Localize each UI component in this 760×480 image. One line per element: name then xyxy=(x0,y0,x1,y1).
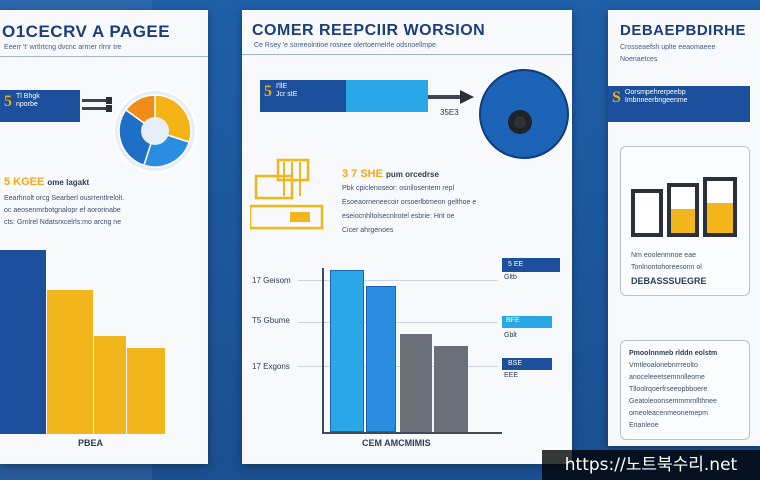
chart-bar xyxy=(47,290,93,434)
card-text: omeoleacenmeonemepm xyxy=(629,410,708,417)
building-icon xyxy=(250,158,324,230)
headline-text: ome lagakt xyxy=(47,178,90,187)
card-heading: DEBASSSUEGRE xyxy=(631,276,707,286)
gridline xyxy=(298,322,498,323)
panel-right: DEBAEPBDIRHE Crosseaefsh uplte eeaomaeee… xyxy=(608,10,760,446)
headline-highlight: 5 KGEE xyxy=(4,176,45,188)
tag-line: Imbnneerbngeenme xyxy=(624,97,688,104)
tag-line: Tl Bhgk xyxy=(16,93,40,100)
side-tag-note: Gltb xyxy=(504,274,517,281)
panel-right-subtitle: Noenaetces xyxy=(620,56,658,63)
chart-bar xyxy=(94,336,126,434)
info-card: Nm eoolenmnoe eae Tonlnontohoreesonn ol … xyxy=(620,146,750,296)
body-text: Cicer ahrgenoes xyxy=(342,227,394,234)
info-card: Pmoolnnmeb rlddn eolstm Vmtleoalonebnrrr… xyxy=(620,340,750,440)
headline-highlight: 3 7 SHE xyxy=(342,168,383,180)
tag-line: Oorsmpehrerpeebp xyxy=(624,89,686,96)
info-tag: 5 I'llE Jcr stE xyxy=(260,80,354,112)
chart-caption: CEM AMCMIMIS xyxy=(362,438,431,448)
card-text: Tlloolrqoerfrseeopbboere xyxy=(629,386,708,393)
watermark: https://노트북수리.net xyxy=(542,450,760,480)
gridline xyxy=(298,280,498,281)
chart-caption: PBEA xyxy=(78,438,104,448)
body-text: Pbk cpiclenoseor: osnilosentem repl xyxy=(342,185,455,192)
headline: 3 7 SHE pum orcedrse xyxy=(342,168,439,180)
headline-text: pum orcedrse xyxy=(386,170,439,179)
y-axis xyxy=(322,268,324,434)
tag-glyph: 5 xyxy=(4,93,12,110)
card-text: Geatoleoonsemmmrnllthnee xyxy=(629,398,717,405)
divider xyxy=(0,56,208,57)
panel-left-title: O1CECRV A PAGEE xyxy=(2,22,171,41)
info-tag: 5 Tl Bhgk nporbe xyxy=(0,90,80,122)
row-label: 17 Geisom xyxy=(252,276,291,285)
card-text: Vmtleoalonebnrrreolto xyxy=(629,362,698,369)
tag-glyph: S xyxy=(612,89,621,106)
divider xyxy=(242,54,572,55)
panel-middle-title: COMER REEPCIIR WORSION xyxy=(252,22,486,39)
body-text: oc aeosenmrbotgnalopr ef aororinabe xyxy=(4,207,121,214)
panel-right-title: DEBAEPBDIRHE xyxy=(620,22,747,39)
arrow-right-icon xyxy=(82,97,112,112)
side-tag-note: EEE xyxy=(504,372,519,379)
chart-bar xyxy=(434,346,468,432)
highlight-bar xyxy=(346,80,428,112)
side-tag: BFE xyxy=(506,317,520,324)
panel-middle-subtitle: Ce Rsey 'e soreeolntioe rosnee olertoern… xyxy=(254,42,436,49)
gridline xyxy=(298,366,498,367)
panel-middle: COMER REEPCIIR WORSION Ce Rsey 'e soreeo… xyxy=(242,10,572,464)
row-label: 17 Exgons xyxy=(252,362,290,371)
side-tag-bar xyxy=(502,316,552,328)
body-text: Eearhnolt orcg Searberl ousrrentlrelolt. xyxy=(4,195,125,202)
headline: 5 KGEE ome lagakt xyxy=(4,176,89,188)
panel-right-subtitle: Crosseaefsh uplte eeaomaeee xyxy=(620,44,716,51)
chart-bar xyxy=(127,348,165,434)
tag-line: I'llE xyxy=(276,83,288,90)
side-tag: 5 EE xyxy=(502,258,560,272)
bar-chart-icon xyxy=(631,177,737,237)
tag-line: nporbe xyxy=(16,101,38,108)
knob-icon xyxy=(479,69,569,159)
card-text: anoceleeetsemnnlleome xyxy=(629,374,705,381)
body-text: cts: Grnlrel Ndatsrxcelrls:mo arcng ne xyxy=(4,219,122,226)
chart-bar xyxy=(400,334,432,432)
info-tag: S Oorsmpehrerpeebp Imbnneerbngeenme xyxy=(608,86,750,122)
panel-left: O1CECRV A PAGEE Eeerr 't' wrtlrtcng dvcn… xyxy=(0,10,208,464)
row-label: T5 Gbume xyxy=(252,316,290,325)
chart-bar xyxy=(330,270,364,432)
tag-line: Jcr stE xyxy=(276,91,298,98)
card-text: Pmoolnnmeb rlddn eolstm xyxy=(629,350,718,357)
chart-bar xyxy=(0,250,46,434)
card-text: Enanleoe xyxy=(629,422,659,429)
pie-chart-icon xyxy=(113,89,197,173)
panel-left-subtitle: Eeerr 't' wrtlrtcng dvcnc arrner rlrnr t… xyxy=(4,44,122,51)
tag-glyph: 5 xyxy=(264,83,272,100)
pie-hole xyxy=(141,117,169,145)
card-text: Tonlnontohoreesonn ol xyxy=(631,264,702,271)
pie-slice xyxy=(118,108,156,167)
side-tag-note: Gblt xyxy=(504,332,517,339)
side-tag: BSE xyxy=(502,358,552,370)
body-text: eseiocnhltolsecnlrotel esbrie: Hrit oe xyxy=(342,213,455,220)
arrow-right-icon xyxy=(428,90,474,104)
chart-bar xyxy=(366,286,396,432)
arrow-label: 35E3 xyxy=(440,108,459,117)
x-axis xyxy=(322,432,502,434)
card-text: Nm eoolenmnoe eae xyxy=(631,252,696,259)
body-text: Esoeaorneneecoir orsoerlbtmeon gelthoe e xyxy=(342,199,477,206)
